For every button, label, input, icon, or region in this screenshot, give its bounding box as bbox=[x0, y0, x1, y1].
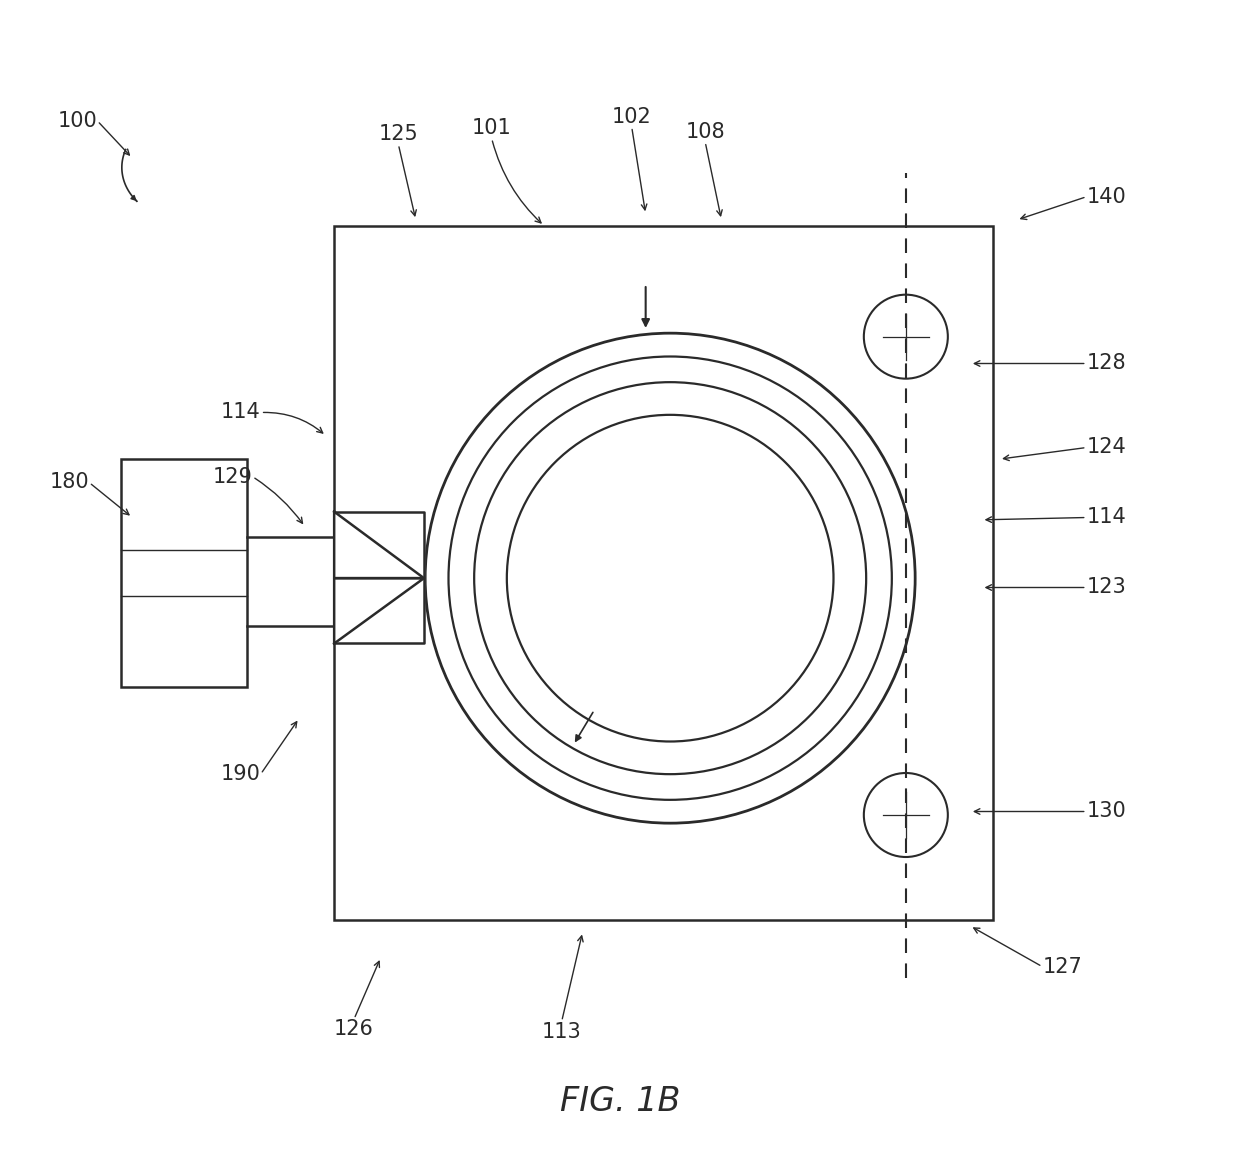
Text: 124: 124 bbox=[1086, 437, 1126, 457]
Text: 113: 113 bbox=[542, 1021, 582, 1041]
Text: 123: 123 bbox=[1086, 577, 1126, 598]
Polygon shape bbox=[334, 578, 424, 644]
Text: 190: 190 bbox=[221, 764, 260, 784]
Polygon shape bbox=[334, 511, 424, 644]
Text: 100: 100 bbox=[57, 110, 97, 130]
Text: 129: 129 bbox=[212, 466, 253, 486]
Text: 130: 130 bbox=[1086, 801, 1126, 821]
Text: 128: 128 bbox=[1086, 354, 1126, 374]
Bar bbox=[120, 459, 247, 686]
Text: 180: 180 bbox=[50, 472, 89, 492]
Text: 102: 102 bbox=[611, 107, 651, 127]
Text: 127: 127 bbox=[1043, 956, 1083, 976]
Text: 114: 114 bbox=[221, 403, 260, 423]
Polygon shape bbox=[334, 511, 424, 578]
Text: 126: 126 bbox=[334, 1019, 374, 1039]
Text: 125: 125 bbox=[378, 125, 418, 145]
Text: 101: 101 bbox=[471, 119, 512, 139]
Bar bbox=[334, 226, 993, 920]
Text: FIG. 1B: FIG. 1B bbox=[559, 1086, 681, 1119]
Text: 140: 140 bbox=[1086, 187, 1126, 207]
Text: 108: 108 bbox=[686, 122, 725, 142]
Text: 114: 114 bbox=[1086, 508, 1126, 528]
